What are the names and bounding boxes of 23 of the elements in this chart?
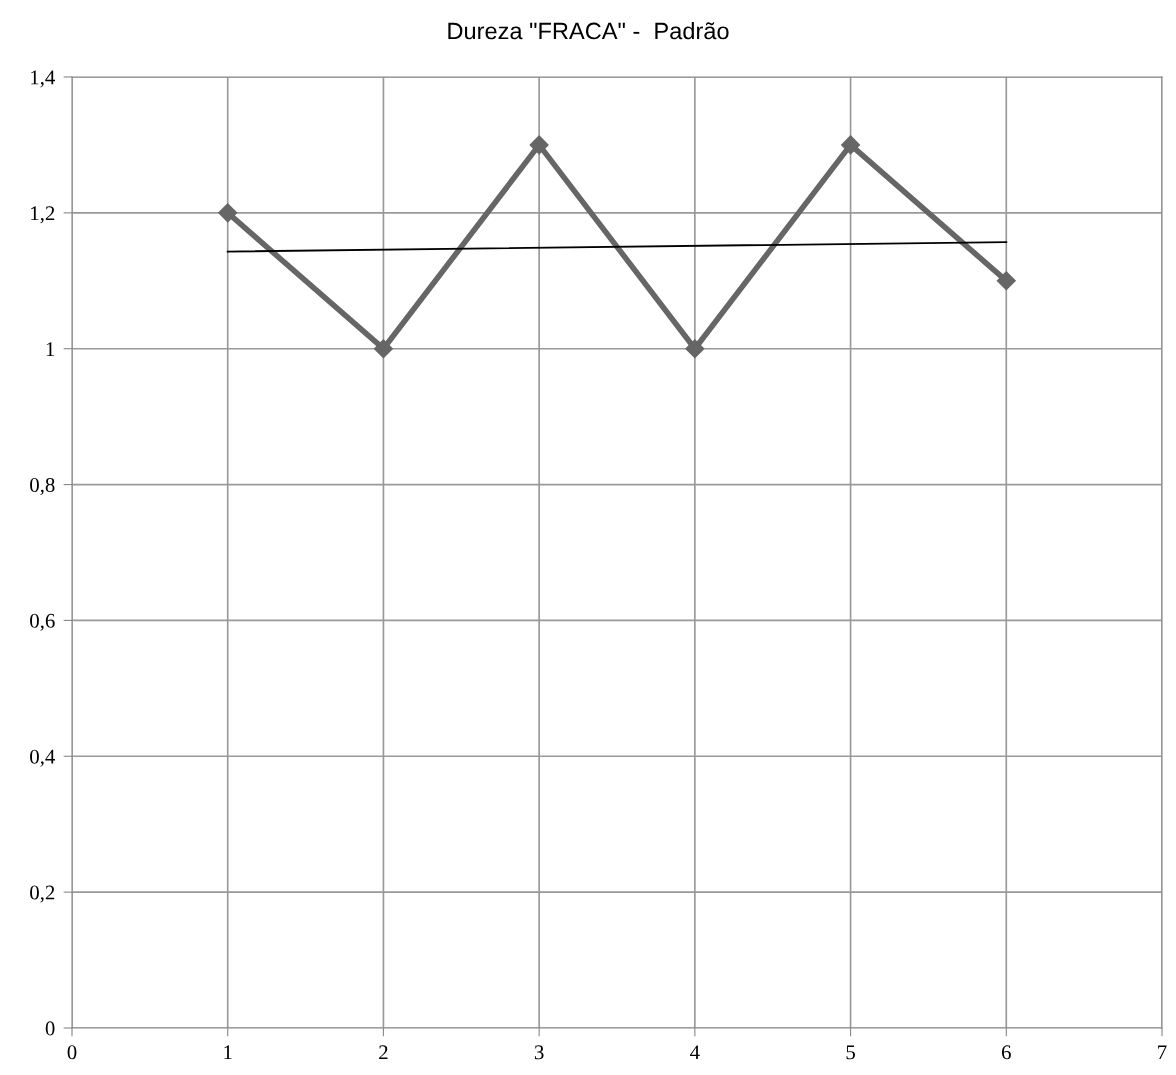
x-tick-label: 2 xyxy=(379,1045,388,1060)
y-tick-label: 1,2 xyxy=(31,206,55,224)
x-tick-label: 4 xyxy=(690,1045,700,1060)
chart-title: Dureza "FRACA" - Padrão xyxy=(448,22,729,40)
point xyxy=(841,135,861,155)
y-tick-label: 0,2 xyxy=(30,885,55,903)
x-tick-label: 0 xyxy=(67,1045,77,1060)
y-tick-label: 1 xyxy=(46,342,55,356)
x-tick-label: 3 xyxy=(534,1045,544,1060)
point xyxy=(373,339,393,359)
y-tick-label: 0,6 xyxy=(30,613,55,631)
x-tick-label: 5 xyxy=(846,1045,855,1060)
point xyxy=(218,203,238,223)
y-tick-label: 0,4 xyxy=(30,749,56,767)
y-tick-label: 0,8 xyxy=(30,477,55,495)
y-tick-label: 0 xyxy=(45,1021,55,1036)
x-tick-label: 7 xyxy=(1158,1045,1167,1060)
point xyxy=(529,135,549,155)
x-tick-label: 6 xyxy=(1001,1045,1011,1060)
point xyxy=(685,339,705,359)
point xyxy=(996,271,1016,291)
y-tick-label: 1,4 xyxy=(31,70,56,88)
x-tick-label: 1 xyxy=(224,1045,232,1060)
